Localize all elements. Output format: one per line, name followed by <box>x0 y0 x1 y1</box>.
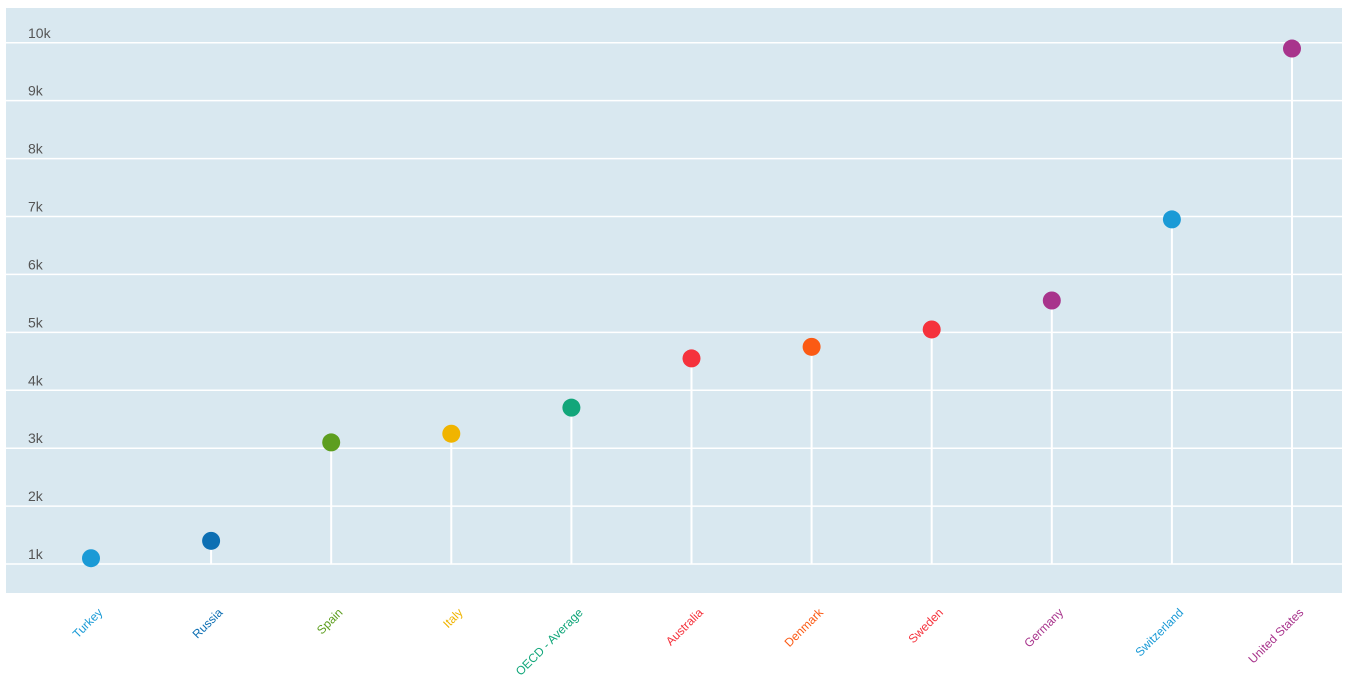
gridlines <box>6 42 1342 565</box>
data-point-oecd-average[interactable] <box>562 398 581 417</box>
y-tick-label: 6k <box>28 256 44 272</box>
y-tick-label: 1k <box>28 546 44 562</box>
x-axis-tick-labels: Turkey Russia Spain Italy OECD - Average Aust… <box>70 605 1307 675</box>
lollipop-stems <box>90 48 1293 565</box>
x-tick-label: Denmark <box>782 605 827 650</box>
y-tick-label: 5k <box>28 314 44 330</box>
x-tick-label: Switzerland <box>1132 605 1186 659</box>
x-tick-label: United States <box>1245 605 1306 666</box>
y-tick-label: 2k <box>28 488 44 504</box>
data-point-germany[interactable] <box>1042 291 1061 310</box>
x-tick-label: Turkey <box>70 605 106 641</box>
y-tick-label: 8k <box>28 141 44 157</box>
data-point-switzerland[interactable] <box>1162 210 1181 229</box>
x-tick-label: Germany <box>1021 605 1066 650</box>
data-point-denmark[interactable] <box>802 337 821 356</box>
x-tick-label: Spain <box>314 605 346 637</box>
lollipop-points <box>82 39 1301 568</box>
x-tick-label: Sweden <box>905 605 946 646</box>
data-point-turkey[interactable] <box>82 549 100 568</box>
x-tick-label: OECD - Average <box>513 605 586 675</box>
data-point-australia[interactable] <box>682 349 701 368</box>
plot-area <box>6 8 1342 593</box>
data-point-russia[interactable] <box>202 531 221 550</box>
data-point-spain[interactable] <box>322 433 341 452</box>
x-tick-label: Italy <box>440 605 465 630</box>
data-point-sweden[interactable] <box>922 320 941 339</box>
y-tick-label: 9k <box>28 83 44 99</box>
y-tick-label: 7k <box>28 199 44 215</box>
y-tick-label: 10k <box>28 25 52 41</box>
y-tick-label: 3k <box>28 430 44 446</box>
x-tick-label: Russia <box>190 605 226 641</box>
y-axis-tick-labels: 1k 2k 3k 4k 5k 6k 7k 8k 9k 10k <box>28 25 52 562</box>
x-tick-label: Australia <box>663 605 706 648</box>
data-point-italy[interactable] <box>442 424 461 443</box>
y-tick-label: 4k <box>28 372 44 388</box>
data-point-united-states[interactable] <box>1283 39 1301 58</box>
